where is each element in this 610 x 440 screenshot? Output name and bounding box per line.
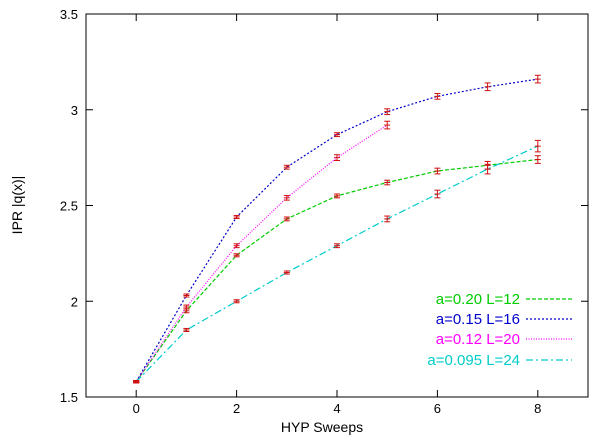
legend-label: a=0.095 L=24 xyxy=(427,352,520,369)
x-tick-label: 2 xyxy=(233,401,240,416)
x-tick-label: 6 xyxy=(434,401,441,416)
y-axis-label: IPR |q(x)| xyxy=(9,176,25,235)
y-tick-label: 3.5 xyxy=(60,7,78,22)
x-axis-label: HYP Sweeps xyxy=(281,419,363,435)
legend-label: a=0.12 L=20 xyxy=(436,331,520,348)
y-tick-label: 1.5 xyxy=(60,390,78,405)
legend-label: a=0.15 L=16 xyxy=(436,311,520,328)
series-line xyxy=(135,158,538,383)
series-4 xyxy=(133,139,541,384)
y-tick-label: 2 xyxy=(71,294,78,309)
x-tick-label: 4 xyxy=(333,401,340,416)
series-3 xyxy=(133,120,391,384)
series-line xyxy=(135,78,538,383)
y-tick-label: 2.5 xyxy=(60,199,78,214)
axis-ticks: 0 2 4 6 8 1.5 2 2.5 3 3.5 xyxy=(60,7,588,416)
legend-label: a=0.20 L=12 xyxy=(436,291,520,308)
x-tick-label: 8 xyxy=(534,401,541,416)
y-tick-label: 3 xyxy=(71,103,78,118)
series-1 xyxy=(133,155,541,384)
x-tick-label: 0 xyxy=(133,401,140,416)
series-layer xyxy=(133,74,541,384)
series-line xyxy=(135,124,388,383)
legend: a=0.20 L=12 a=0.15 L=16 a=0.12 L=20 a=0.095… xyxy=(427,291,572,369)
